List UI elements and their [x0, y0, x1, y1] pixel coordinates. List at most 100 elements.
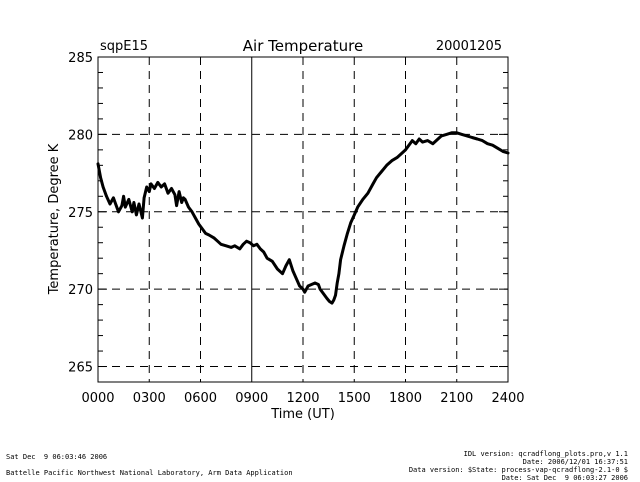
data-point	[213, 236, 216, 240]
data-point	[96, 162, 100, 165]
y-tick-label: 275	[68, 206, 93, 221]
data-point	[317, 283, 320, 286]
data-point	[349, 221, 352, 224]
data-point	[201, 227, 204, 230]
data-point	[418, 137, 421, 141]
data-point	[142, 196, 146, 199]
data-point	[117, 210, 120, 213]
data-point	[301, 287, 305, 291]
data-point	[137, 202, 141, 206]
data-point	[101, 185, 105, 189]
data-point	[99, 176, 102, 179]
footer-idl-version: IDL version: qcradflong_plots.pro,v 1.1	[463, 450, 628, 458]
data-point	[153, 187, 156, 190]
data-point	[366, 192, 370, 195]
data-point	[411, 139, 414, 142]
data-point	[407, 144, 411, 147]
data-point	[380, 170, 383, 173]
y-tick-labels: 265 270 275 280 285	[68, 51, 93, 376]
data-point	[486, 142, 489, 145]
data-point	[219, 243, 223, 246]
data-point	[175, 204, 178, 207]
data-point	[224, 244, 228, 247]
footer-run-date: Date: Sat Dec 9 06:03:27 2006	[501, 474, 628, 482]
data-point	[353, 213, 356, 217]
data-point	[149, 182, 153, 186]
x-axis-label: Time (UT)	[270, 407, 335, 422]
data-point	[170, 187, 173, 190]
data-point	[371, 182, 375, 186]
data-point	[491, 144, 494, 147]
footer-timestamp-left: Sat Dec 9 06:03:46 2006	[6, 453, 108, 461]
data-point	[313, 281, 317, 285]
x-tick-labels: 0000 0300 0600 0900 1200 1500 1800 2100 2400	[81, 391, 524, 406]
data-point	[375, 176, 378, 179]
data-points	[96, 131, 510, 305]
data-point	[318, 287, 322, 291]
x-tick-label: 1200	[286, 391, 319, 406]
data-point	[124, 205, 127, 209]
data-point	[336, 281, 339, 285]
data-point	[356, 205, 359, 209]
data-point	[183, 198, 187, 201]
data-point	[204, 232, 207, 235]
data-point	[248, 241, 252, 244]
data-point	[112, 196, 115, 199]
data-point	[166, 192, 170, 195]
data-point	[295, 277, 298, 280]
data-point	[216, 240, 219, 243]
data-point	[496, 147, 499, 150]
data-point	[291, 269, 294, 272]
data-point	[450, 131, 453, 134]
data-point	[298, 284, 301, 288]
data-point	[160, 185, 163, 189]
data-point	[306, 284, 310, 288]
data-point	[395, 156, 399, 159]
data-point	[187, 205, 190, 209]
data-point	[156, 181, 159, 184]
data-point	[255, 243, 259, 246]
data-point	[436, 137, 440, 141]
data-point	[460, 133, 464, 136]
chart-title: Air Temperature	[243, 37, 363, 55]
x-tick-label: 0000	[81, 391, 114, 406]
data-point	[173, 193, 177, 196]
data-point	[445, 133, 448, 136]
data-point	[233, 244, 236, 247]
y-tick-label: 270	[68, 283, 93, 298]
data-point	[131, 210, 134, 213]
data-point	[265, 257, 269, 260]
data-point	[470, 136, 474, 139]
x-tick-label: 0300	[133, 391, 166, 406]
date-label: 20001205	[436, 39, 502, 54]
data-point	[281, 272, 284, 275]
data-point	[242, 243, 245, 246]
data-point	[501, 150, 505, 153]
data-point	[105, 195, 108, 198]
data-point	[163, 182, 166, 186]
data-point	[135, 213, 138, 217]
data-point	[108, 202, 112, 206]
data-point	[481, 139, 484, 142]
data-point	[303, 291, 306, 294]
data-point	[190, 210, 194, 213]
data-point	[361, 198, 364, 201]
data-point	[230, 246, 233, 249]
x-tick-label: 0600	[184, 391, 217, 406]
data-point	[141, 216, 144, 220]
y-tick-label: 285	[68, 51, 93, 66]
data-point	[310, 283, 313, 286]
data-point	[455, 131, 458, 134]
data-point	[145, 185, 148, 189]
data-point	[271, 260, 274, 263]
data-point	[197, 222, 200, 226]
y-axis-label: Temperature, Degree K	[47, 143, 62, 295]
data-point	[276, 267, 279, 271]
data-point	[465, 134, 469, 138]
y-tick-label: 280	[68, 128, 93, 143]
x-tick-label: 2100	[440, 391, 473, 406]
data-point	[330, 301, 334, 305]
data-point	[385, 164, 388, 167]
data-point	[390, 159, 393, 162]
